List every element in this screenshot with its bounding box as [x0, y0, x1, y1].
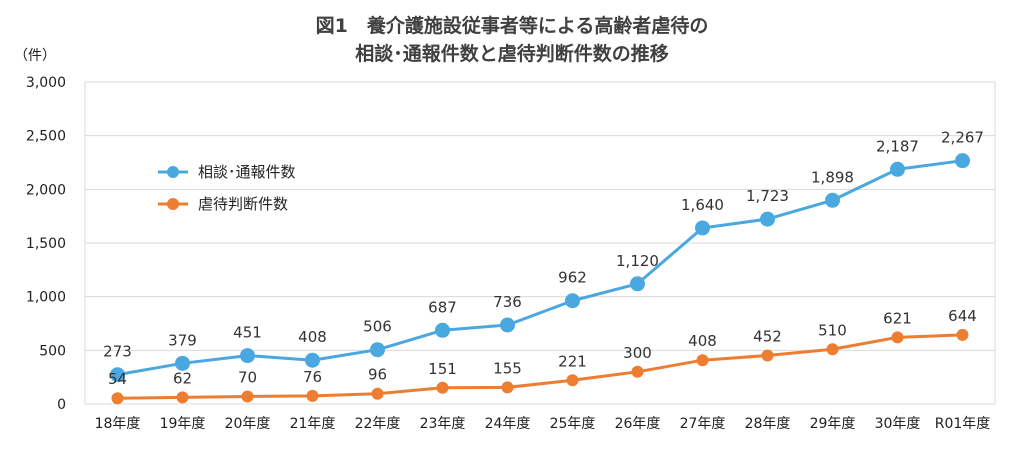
series-layer: 273 379 451 408 506 687 736 962 1,120 1,640 1,723 1… [103, 129, 984, 405]
series-1 [110, 153, 970, 383]
data-point [371, 387, 384, 400]
data-label: 54 [108, 370, 127, 388]
data-point [761, 349, 774, 362]
data-point [306, 389, 319, 402]
y-tick-label: 0 [57, 397, 66, 413]
data-label: 2,187 [876, 137, 919, 155]
data-label: 151 [428, 360, 457, 378]
legend-label: 相談･通報件数 [198, 163, 296, 181]
chart-title-line1: 図1 養介護施設従事者等による高齢者虐待の [316, 14, 709, 37]
data-label: 687 [428, 298, 457, 316]
series-line [117, 333, 963, 400]
data-point [891, 331, 904, 344]
data-point [305, 352, 320, 368]
data-label: 506 [363, 318, 392, 336]
data-point [436, 381, 449, 394]
data-point [826, 343, 839, 356]
y-tick-label: 2,500 [26, 129, 66, 145]
x-tick-label: 26年度 [615, 416, 661, 432]
data-label: 1,723 [746, 187, 789, 205]
data-point [175, 355, 190, 371]
y-axis-ticks: 0 500 1,000 1,500 2,000 2,500 3,000 [26, 75, 66, 413]
data-point [435, 322, 450, 338]
y-tick-label: 1,000 [26, 290, 66, 306]
data-point [370, 342, 385, 358]
data-label: 510 [818, 321, 847, 339]
legend-swatch-marker [167, 166, 179, 178]
chart-title-line2: 相談･通報件数と虐待判断件数の推移 [355, 42, 669, 65]
data-label: 962 [558, 269, 587, 287]
data-labels-2: 54 62 70 76 96 151 155 221 300 408 452 510 621 644 [108, 307, 977, 388]
data-label: 96 [368, 366, 387, 384]
data-label: 300 [623, 344, 652, 362]
data-point [176, 391, 189, 404]
data-point [501, 381, 514, 394]
data-point [760, 211, 775, 227]
series-2 [111, 328, 969, 405]
x-tick-label: 30年度 [875, 416, 921, 432]
y-axis-unit: （件） [14, 48, 56, 64]
x-tick-label: 27年度 [680, 416, 726, 432]
data-point [110, 367, 125, 383]
data-label: 736 [493, 293, 522, 311]
data-label: 2,267 [941, 129, 984, 147]
data-label: 155 [493, 359, 522, 377]
data-label: 408 [298, 328, 327, 346]
data-label: 273 [103, 343, 132, 361]
data-label: 221 [558, 352, 587, 370]
grid-lines [85, 81, 995, 405]
data-point [890, 161, 905, 177]
x-tick-label: 23年度 [420, 416, 466, 432]
data-label: 62 [173, 369, 192, 387]
data-label: 70 [238, 368, 257, 386]
data-label: 76 [303, 368, 322, 386]
x-tick-label: 29年度 [810, 416, 856, 432]
data-point [696, 354, 709, 367]
x-tick-label: 25年度 [550, 416, 596, 432]
x-tick-label: 24年度 [485, 416, 531, 432]
x-axis-ticks: 18年度 19年度 20年度 21年度 22年度 23年度 24年度 25年度 26年度 27年度… [95, 416, 991, 432]
y-tick-label: 1,500 [26, 236, 66, 252]
x-tick-label: R01年度 [935, 416, 991, 432]
legend-item-1: 相談･通報件数 [158, 163, 296, 181]
legend-item-2: 虐待判断件数 [158, 195, 288, 213]
data-point [695, 220, 710, 236]
x-tick-label: 20年度 [225, 416, 271, 432]
data-label: 1,120 [616, 252, 659, 270]
data-point [500, 317, 515, 333]
data-label: 621 [883, 309, 912, 327]
series-line [117, 159, 963, 377]
data-point [631, 365, 644, 378]
data-point [565, 293, 580, 309]
data-label: 408 [688, 332, 717, 350]
data-label: 452 [753, 327, 782, 345]
x-tick-label: 19年度 [160, 416, 206, 432]
y-tick-label: 2,000 [26, 182, 66, 198]
data-point [955, 153, 970, 169]
x-tick-label: 21年度 [290, 416, 336, 432]
data-point [630, 276, 645, 292]
data-label: 451 [233, 324, 262, 342]
data-point [956, 328, 969, 341]
x-tick-label: 22年度 [355, 416, 401, 432]
legend-label: 虐待判断件数 [198, 195, 288, 213]
data-point [241, 390, 254, 403]
y-tick-label: 500 [39, 343, 66, 359]
data-label: 1,640 [681, 196, 724, 214]
y-tick-label: 3,000 [26, 75, 66, 91]
data-label: 1,898 [811, 168, 854, 186]
data-label: 644 [948, 307, 977, 325]
legend-swatch-marker [167, 198, 179, 210]
x-tick-label: 28年度 [745, 416, 791, 432]
data-point [111, 392, 124, 405]
data-label: 379 [168, 331, 197, 349]
data-point [240, 348, 255, 364]
data-point [825, 192, 840, 208]
data-labels-1: 273 379 451 408 506 687 736 962 1,120 1,640 1,723 1… [103, 129, 984, 361]
data-point [566, 374, 579, 387]
x-tick-label: 18年度 [95, 416, 141, 432]
